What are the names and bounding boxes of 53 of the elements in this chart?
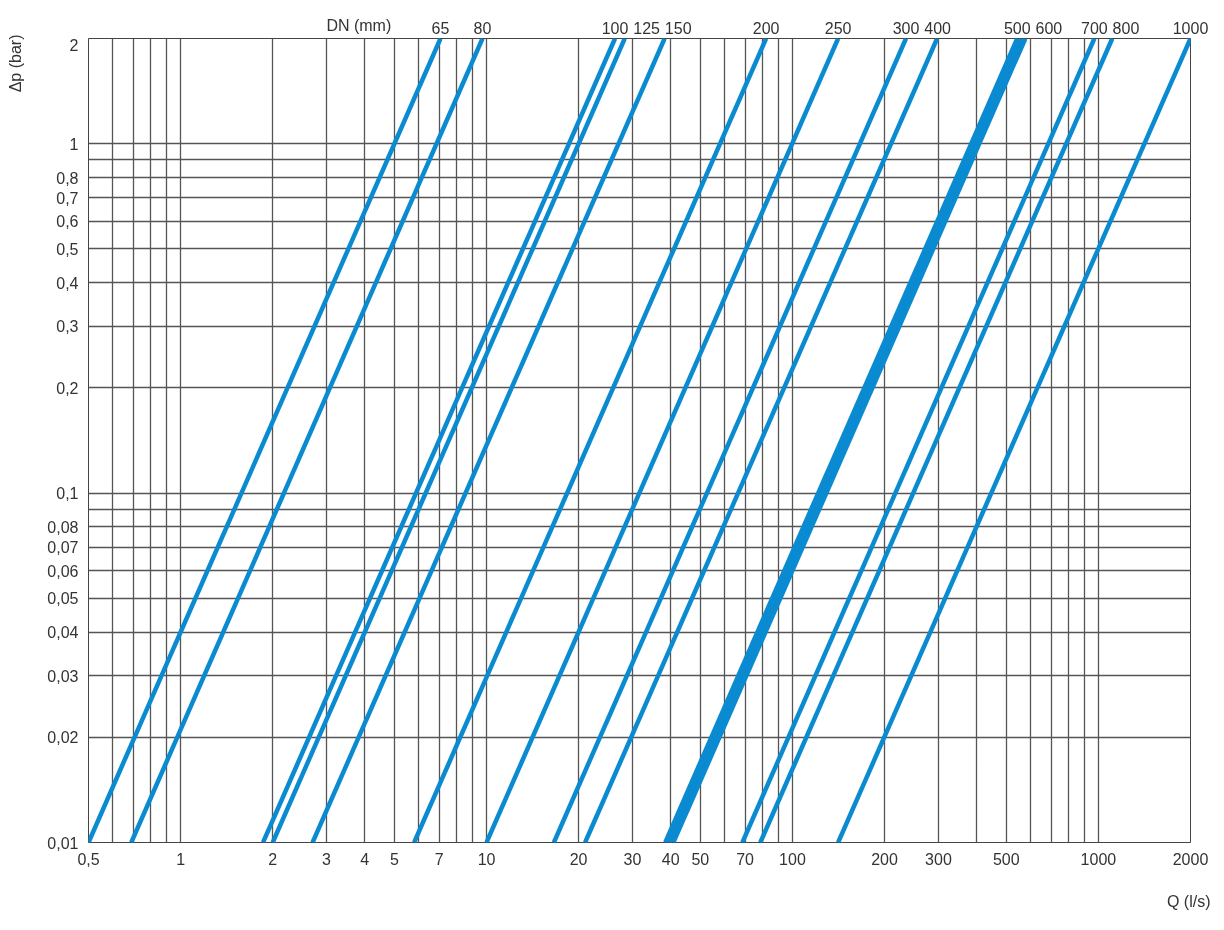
x-tick-label: 200 <box>871 850 899 868</box>
y-tick-label: 0,05 <box>47 590 79 608</box>
series-label: 500 <box>1003 19 1031 37</box>
x-tick-label: 40 <box>661 850 680 868</box>
series-label: 400 <box>924 19 952 37</box>
y-tick-label: 0,7 <box>56 189 79 207</box>
x-tick-label: 1000 <box>1080 850 1117 868</box>
y-tick-label: 0,1 <box>56 485 79 503</box>
x-axis-title: Q (l/s) <box>1166 893 1211 910</box>
x-tick-label: 1 <box>176 850 186 868</box>
x-tick-label: 4 <box>360 850 370 868</box>
y-tick-label: 0,3 <box>56 318 79 336</box>
text: DN (mm) <box>326 16 392 34</box>
x-tick-label: 300 <box>925 850 952 868</box>
x-tick-label: 5 <box>389 850 399 868</box>
y-tick-label: 0,2 <box>56 379 79 397</box>
series-label: 65 <box>431 19 450 37</box>
y-tick-label: 1 <box>69 135 79 153</box>
y-axis-title: Δp (bar) <box>7 34 24 93</box>
x-tick-label: 2000 <box>1172 850 1209 868</box>
series-label: 150 <box>664 19 692 37</box>
y-tick-label: 0,07 <box>47 539 79 557</box>
x-tick-label: 50 <box>691 850 710 868</box>
y-tick-label: 0,03 <box>47 667 79 685</box>
y-tick-label: 0,04 <box>47 624 79 642</box>
x-tick-label: 7 <box>434 850 444 868</box>
series-label: 200 <box>752 19 780 37</box>
x-tick-label: 2 <box>268 850 278 868</box>
y-tick-label: 0,08 <box>47 518 79 536</box>
y-tick-label: 0,02 <box>47 729 79 747</box>
x-tick-label: 30 <box>623 850 642 868</box>
series-label: 80 <box>473 19 492 37</box>
series-label: 100 <box>601 19 629 37</box>
y-tick-label: 0,6 <box>56 213 79 231</box>
y-tick-label: 2 <box>69 36 79 54</box>
y-tick-label: 0,01 <box>47 834 79 852</box>
series-label: 600 <box>1035 19 1063 37</box>
x-tick-label: 3 <box>322 850 332 868</box>
x-tick-label: 100 <box>779 850 806 868</box>
series-label: 700 <box>1081 19 1108 37</box>
series-label: 250 <box>824 19 852 37</box>
x-tick-label: 70 <box>736 850 755 868</box>
series-label: 300 <box>892 19 920 37</box>
x-tick-label: 10 <box>477 850 496 868</box>
y-tick-label: 0,4 <box>56 274 79 292</box>
x-tick-label: 500 <box>992 850 1020 868</box>
series-label: 125 <box>633 19 661 37</box>
series-label: 800 <box>1112 19 1140 37</box>
x-tick-label: 20 <box>569 850 588 868</box>
y-tick-label: 0,06 <box>47 562 79 580</box>
y-tick-label: 0,8 <box>56 169 79 187</box>
series-label: 1000 <box>1172 19 1209 37</box>
y-tick-label: 0,5 <box>56 240 79 258</box>
